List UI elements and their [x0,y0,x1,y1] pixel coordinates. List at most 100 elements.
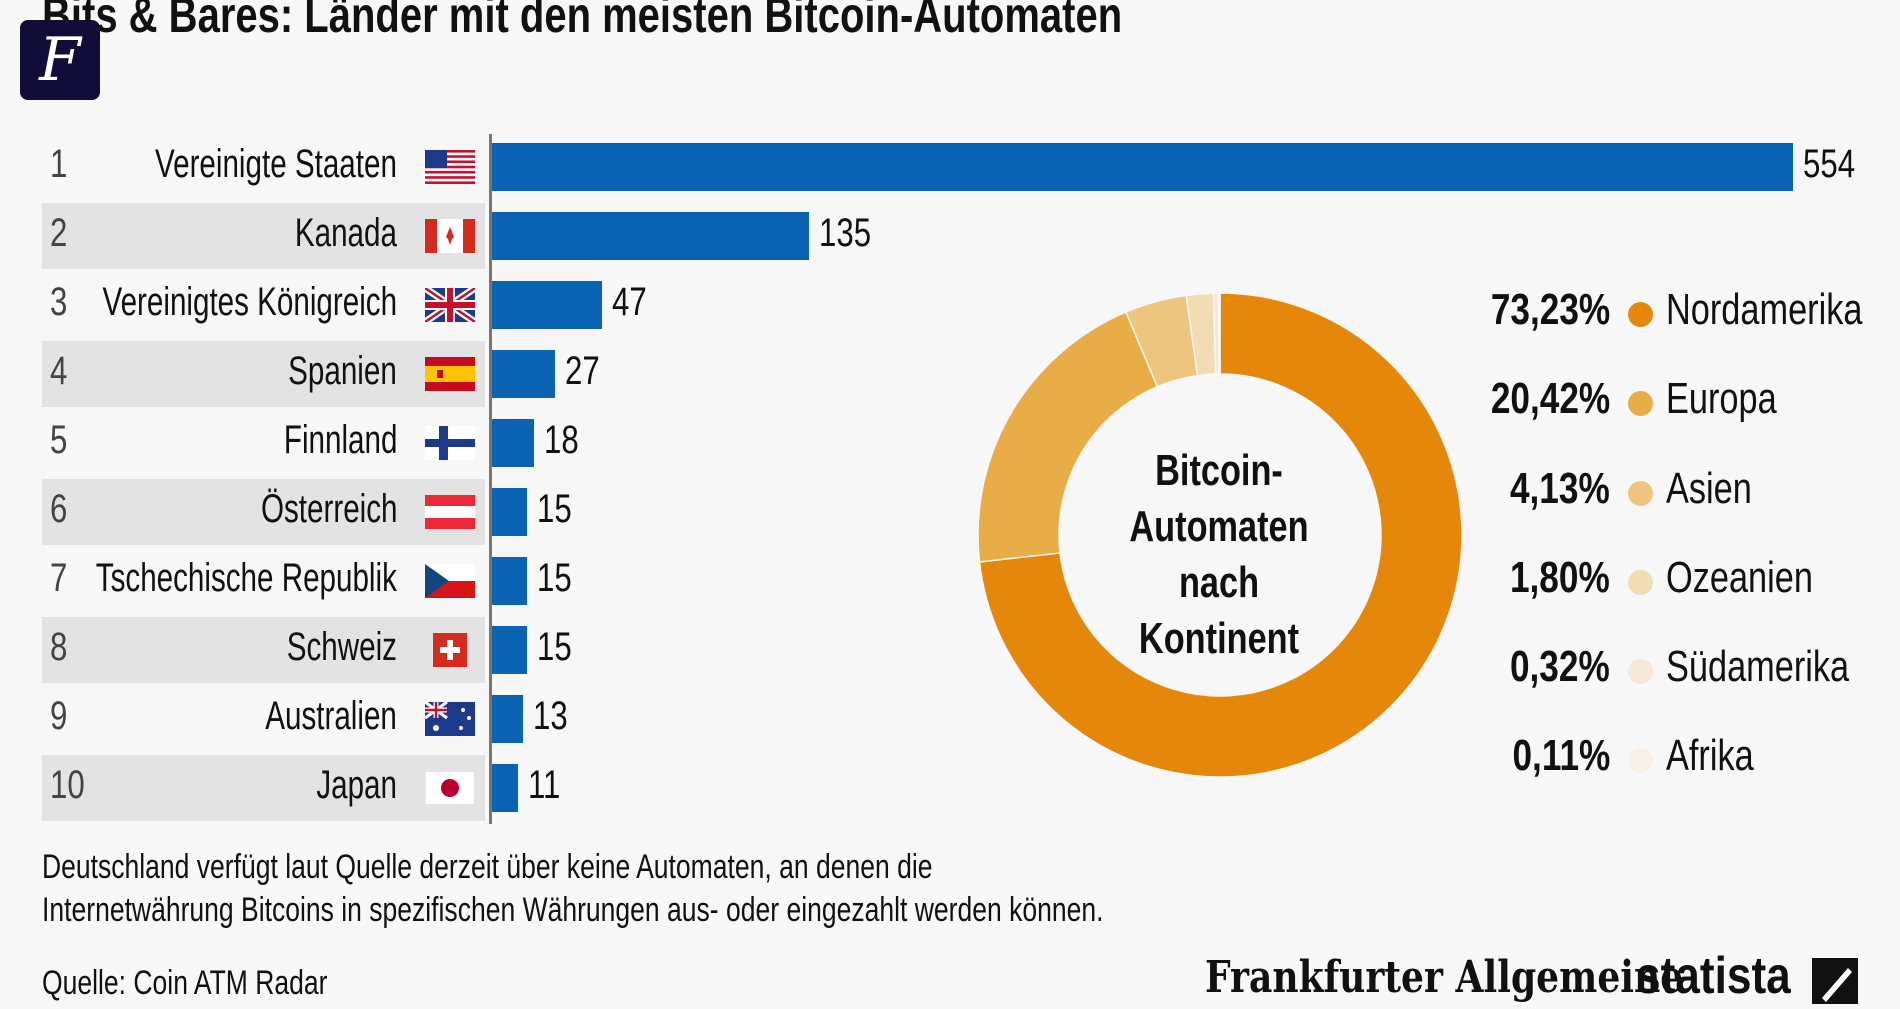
bar-axis-line [489,134,492,824]
legend-percent: 0,32% [1510,642,1610,691]
bar-value-label: 47 [612,280,648,324]
donut-chart [977,292,1463,778]
bar-value-label: 135 [819,211,872,255]
rank-label: 5 [50,418,68,462]
bar [492,557,528,605]
bar-row: 3 Vereinigtes Königreich [42,272,485,338]
legend-dot-icon [1628,481,1653,506]
faz-logo-icon: F [20,20,100,100]
legend-percent: 73,23% [1490,285,1610,334]
uk-flag-icon [423,285,477,325]
austria-flag-icon [425,495,475,529]
bar [492,626,528,674]
bar [492,695,523,743]
legend-label: Afrika [1666,731,1754,780]
bar [492,764,518,812]
legend-percent: 1,80% [1510,553,1610,602]
footnote-line: Internetwährung Bitcoins in spezifischen… [42,891,1104,929]
faz-wordmark: Frankfurter Allgemeine [1205,952,1684,1003]
legend-item: 1,80% Ozeanien [1440,553,1900,613]
legend-dot-icon [1628,659,1653,684]
bar-row: 8 Schweiz [42,617,485,683]
donut-title-line: Automaten nach [1129,502,1309,607]
legend-dot-icon [1628,302,1653,327]
bar-row: 10 Japan [42,755,485,821]
country-label: Japan [316,763,397,807]
rank-label: 7 [50,556,68,600]
legend-dot-icon [1628,391,1653,416]
australia-flag-icon [424,700,475,736]
bar-row: 6 Österreich [42,479,485,545]
japan-flag-icon [424,770,476,806]
legend-dot-icon [1628,748,1653,773]
country-label: Finnland [283,418,397,462]
rank-label: 2 [50,211,68,255]
chart-title: Bits & Bares: Länder mit den meisten Bit… [42,0,1123,43]
rank-label: 8 [50,625,68,669]
bar [492,143,1793,191]
bar-value-label: 15 [537,556,572,600]
country-label: Australien [265,694,397,738]
czech-flag-icon [425,564,475,598]
legend-percent: 0,11% [1512,731,1610,780]
country-label: Österreich [260,487,397,531]
spain-flag-icon [425,357,475,391]
bar [492,212,810,260]
bar [492,281,603,329]
donut-slice-afrika [1217,292,1221,375]
bar-value-label: 27 [565,349,601,393]
legend-item: 20,42% Europa [1440,374,1900,434]
legend-percent: 4,13% [1510,464,1610,513]
legend-label: Europa [1666,374,1777,423]
bar-value-label: 15 [537,625,572,669]
country-label: Vereinigte Staaten [155,142,397,186]
legend-item: 4,13% Asien [1440,464,1900,524]
country-label: Spanien [288,349,397,393]
bar-value-label: 11 [527,763,561,807]
bar-row: 1 Vereinigte Staaten [42,134,485,200]
legend-label: Asien [1666,464,1752,513]
rank-label: 6 [50,487,68,531]
bar-row: 4 Spanien [42,341,485,407]
switzerland-flag-icon [425,633,475,667]
country-label: Vereinigtes Königreich [102,280,397,324]
bar-row: 2 Kanada [42,203,485,269]
bar [492,419,535,467]
rank-label: 4 [50,349,68,393]
donut-center-title: Bitcoin- Automaten nach Kontinent [1094,443,1344,667]
rank-label: 1 [50,142,68,186]
legend-percent: 20,42% [1490,374,1610,423]
rank-label: 9 [50,694,68,738]
donut-title-line: Bitcoin- [1155,446,1283,495]
statista-logo-icon [1812,958,1858,1004]
legend-item: 0,11% Afrika [1440,731,1900,791]
bar [492,350,556,398]
bar [492,488,528,536]
us-flag-icon [425,150,475,184]
finland-flag-icon [425,426,475,460]
rank-label: 3 [50,280,68,324]
footnote-line: Deutschland verfügt laut Quelle derzeit … [42,848,933,886]
legend-item: 73,23% Nordamerika [1440,285,1900,345]
source-text: Quelle: Coin ATM Radar [42,964,328,1002]
donut-slice-nordamerika [978,292,1463,778]
bar-row: 9 Australien [42,686,485,752]
bar-row: 7 Tschechische Republik [42,548,485,614]
donut-title-line: Kontinent [1138,614,1300,663]
canada-flag-icon [425,219,475,253]
country-label: Tschechische Republik [95,556,397,600]
country-label: Schweiz [286,625,397,669]
bar-value-label: 18 [544,418,579,462]
legend-item: 0,32% Südamerika [1440,642,1900,702]
legend-dot-icon [1628,570,1653,595]
bar-value-label: 554 [1803,142,1856,186]
legend-label: Ozeanien [1666,553,1813,602]
bar-value-label: 13 [532,694,568,738]
bar-row: 5 Finnland [42,410,485,476]
bar-value-label: 15 [537,487,572,531]
statista-wordmark: statista [1636,947,1791,1005]
country-label: Kanada [294,211,397,255]
rank-label: 10 [50,763,85,807]
legend-label: Südamerika [1666,642,1850,691]
legend-label: Nordamerika [1666,285,1863,334]
